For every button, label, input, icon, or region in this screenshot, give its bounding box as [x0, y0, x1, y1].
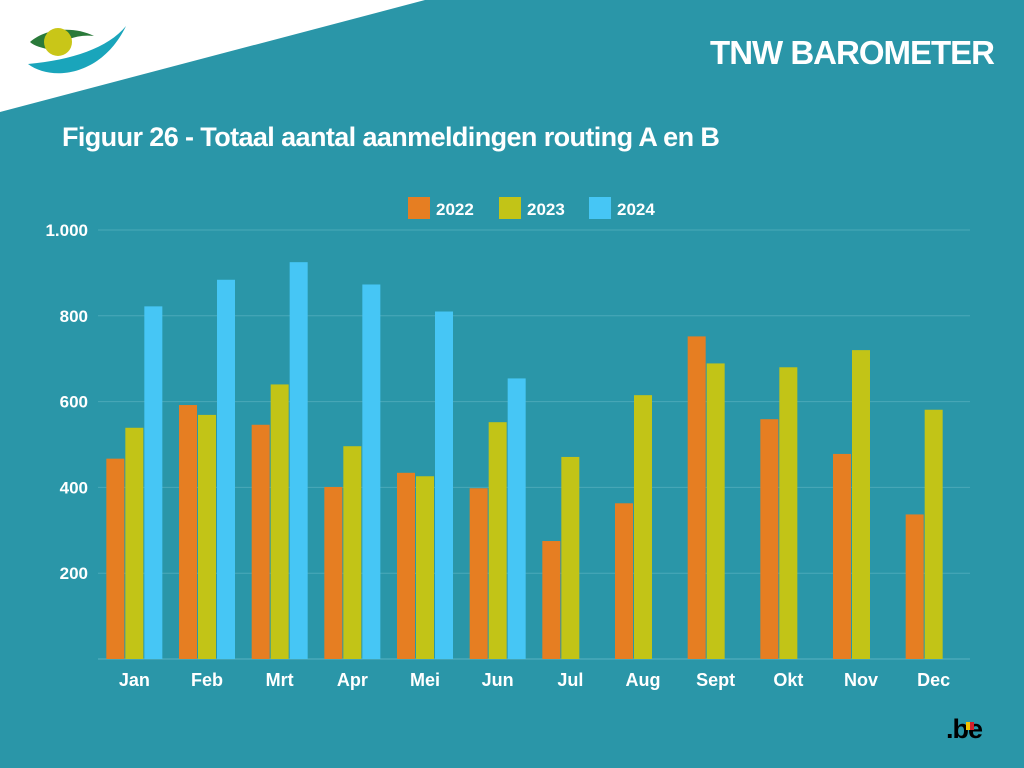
x-tick-label: Jun — [482, 670, 514, 690]
bar-2022-nov — [833, 453, 851, 659]
bar-2023-mei — [416, 476, 434, 659]
y-tick-label: 1.000 — [45, 221, 88, 240]
bar-2024-feb — [217, 279, 235, 659]
x-tick-label: Apr — [337, 670, 368, 690]
bar-2023-sept — [706, 363, 725, 659]
bar-2023-apr — [343, 446, 362, 659]
legend-label-2024: 2024 — [617, 200, 655, 219]
y-tick-label: 600 — [60, 393, 88, 412]
bar-2022-aug — [615, 503, 633, 659]
legend-swatch-2024 — [589, 197, 611, 219]
bar-2023-jun — [488, 422, 507, 659]
y-tick-label: 800 — [60, 307, 88, 326]
bar-2024-jan — [144, 306, 163, 659]
bar-2022-jun — [469, 488, 488, 659]
bar-2023-nov — [852, 350, 870, 659]
bar-2022-mei — [397, 472, 415, 659]
bar-2022-jul — [542, 541, 561, 659]
bar-2022-dec — [905, 514, 924, 659]
bar-2023-okt — [779, 367, 798, 659]
be-logo-yellow-accent — [966, 722, 970, 730]
x-tick-label: Feb — [191, 670, 223, 690]
corner-white-panel — [0, 0, 425, 112]
x-tick-label: Aug — [626, 670, 661, 690]
bar-2022-jan — [106, 458, 125, 659]
bar-2023-aug — [634, 395, 652, 659]
y-tick-label: 400 — [60, 478, 88, 497]
x-tick-label: Jul — [557, 670, 583, 690]
bar-2022-sept — [687, 336, 706, 659]
gridlines — [98, 229, 970, 660]
x-tick-label: Mrt — [266, 670, 294, 690]
x-tick-label: Mei — [410, 670, 440, 690]
legend-label-2022: 2022 — [436, 200, 474, 219]
x-tick-label: Jan — [119, 670, 150, 690]
organization-logo — [28, 26, 126, 74]
be-logo-red-accent — [970, 722, 974, 730]
legend: 2022 2023 2024 — [408, 197, 655, 219]
bar-2023-jul — [561, 456, 580, 659]
x-tick-label: Sept — [696, 670, 735, 690]
bar-2022-mrt — [251, 424, 270, 659]
bar-2022-okt — [760, 419, 779, 659]
x-tick-label: Dec — [917, 670, 950, 690]
bar-2022-apr — [324, 486, 343, 659]
bar-2023-dec — [924, 409, 943, 659]
bar-2024-jun — [507, 378, 526, 659]
be-logo: .be — [946, 714, 984, 744]
brand-title: TNW BAROMETER — [710, 34, 995, 71]
bar-2023-jan — [125, 427, 144, 659]
y-axis-ticks: 200 400 600 800 1.000 — [45, 221, 88, 583]
legend-swatch-2022 — [408, 197, 430, 219]
bars — [106, 262, 943, 659]
x-axis-ticks: Jan Feb Mrt Apr Mei Jun Jul Aug Sept Okt Nov Dec — [119, 670, 950, 690]
legend-swatch-2023 — [499, 197, 521, 219]
figure-title: Figuur 26 - Totaal aantal aanmeldingen r… — [62, 122, 720, 152]
bar-2024-apr — [362, 284, 381, 659]
bar-2024-mei — [435, 311, 453, 659]
bar-2024-mrt — [289, 262, 308, 659]
be-logo-text: .be — [946, 714, 983, 744]
bar-2023-mrt — [270, 384, 289, 659]
x-tick-label: Nov — [844, 670, 878, 690]
y-tick-label: 200 — [60, 564, 88, 583]
bar-2023-feb — [198, 414, 216, 659]
legend-label-2023: 2023 — [527, 200, 565, 219]
bar-2022-feb — [179, 405, 197, 659]
x-tick-label: Okt — [773, 670, 803, 690]
